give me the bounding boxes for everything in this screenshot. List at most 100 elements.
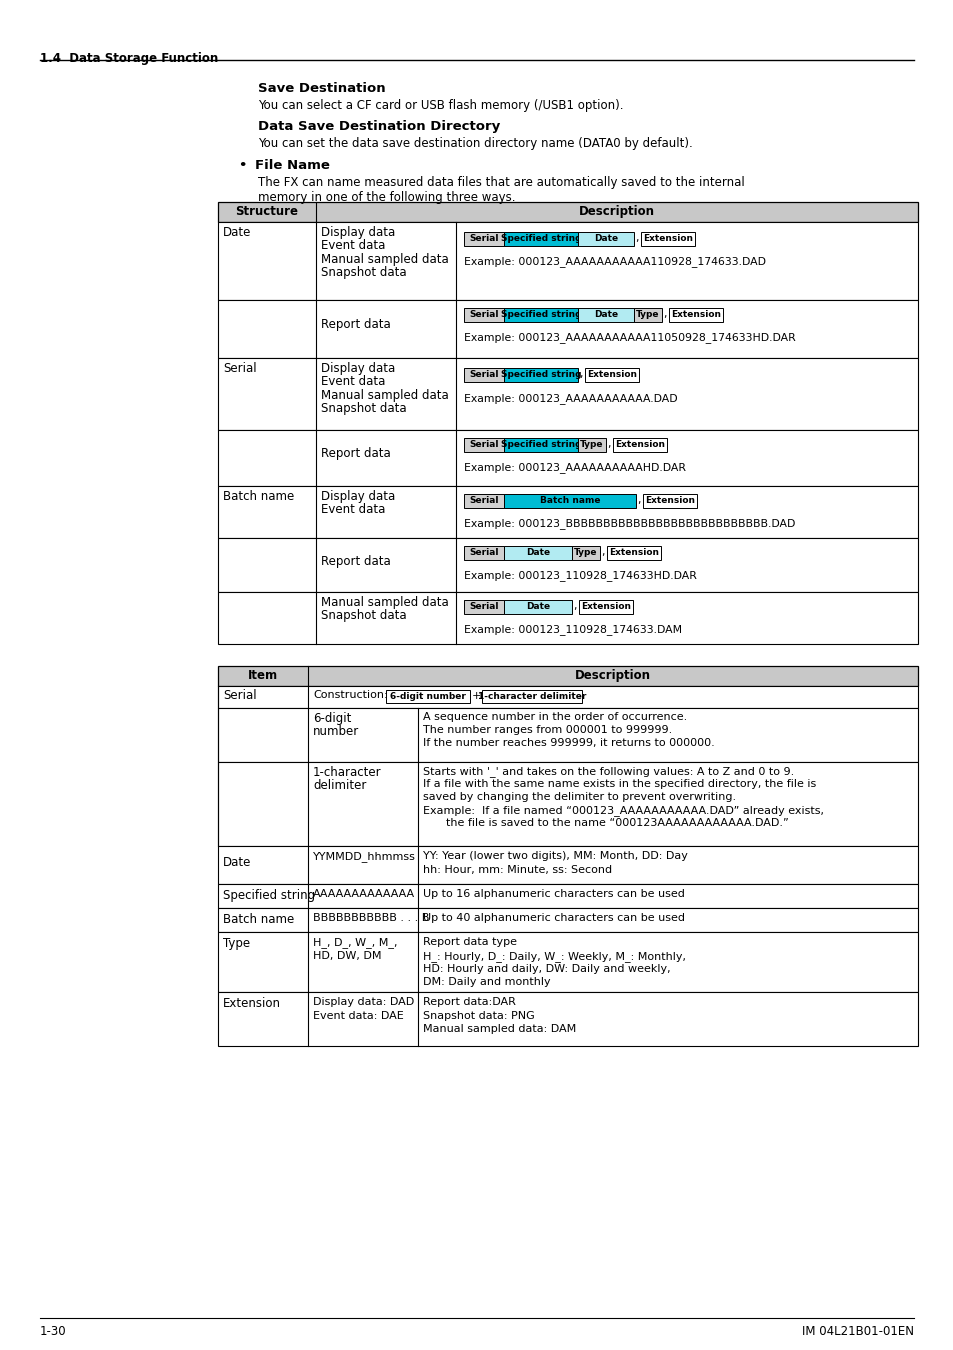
Bar bbox=[463, 437, 503, 452]
Text: Serial: Serial bbox=[469, 548, 498, 558]
Bar bbox=[503, 369, 578, 382]
Text: ,: , bbox=[637, 495, 639, 505]
Text: Event data: Event data bbox=[320, 375, 385, 387]
Bar bbox=[218, 707, 917, 761]
Text: HD: Hourly and daily, DW: Daily and weekly,: HD: Hourly and daily, DW: Daily and week… bbox=[422, 964, 670, 973]
Text: The FX can name measured data files that are automatically saved to the internal: The FX can name measured data files that… bbox=[257, 176, 744, 189]
Text: DM: Daily and monthly: DM: Daily and monthly bbox=[422, 977, 550, 987]
Text: Report data:DAR: Report data:DAR bbox=[422, 998, 516, 1007]
Text: Manual sampled data: Manual sampled data bbox=[320, 595, 448, 609]
Text: Example:  If a file named “000123_AAAAAAAAAAA.DAD” already exists,: Example: If a file named “000123_AAAAAAA… bbox=[422, 805, 823, 815]
Text: Manual sampled data: Manual sampled data bbox=[320, 389, 448, 402]
Bar bbox=[578, 232, 634, 246]
Text: Extension: Extension bbox=[670, 310, 720, 319]
Bar bbox=[634, 308, 661, 323]
Text: Serial: Serial bbox=[469, 310, 498, 319]
Text: Serial: Serial bbox=[469, 602, 498, 612]
Text: Manual sampled data: Manual sampled data bbox=[320, 252, 448, 266]
Text: H_, D_, W_, M_,: H_, D_, W_, M_, bbox=[313, 937, 397, 948]
Text: Batch name: Batch name bbox=[223, 490, 294, 504]
Text: the file is saved to the name “000123AAAAAAAAAAAA.DAD.”: the file is saved to the name “000123AAA… bbox=[446, 818, 788, 828]
Text: number: number bbox=[313, 725, 359, 738]
Text: Specified string: Specified string bbox=[500, 440, 580, 450]
Bar bbox=[642, 494, 697, 508]
Text: H_: Hourly, D_: Daily, W_: Weekly, M_: Monthly,: H_: Hourly, D_: Daily, W_: Weekly, M_: M… bbox=[422, 950, 685, 963]
Text: Type: Type bbox=[223, 937, 250, 950]
Bar bbox=[218, 761, 917, 846]
Bar bbox=[640, 232, 695, 246]
Bar bbox=[218, 431, 917, 486]
Text: Date: Date bbox=[223, 856, 251, 869]
Bar bbox=[463, 369, 503, 382]
Bar bbox=[481, 690, 581, 703]
Bar bbox=[218, 884, 917, 909]
Text: Event data: Event data bbox=[320, 504, 385, 516]
Text: Snapshot data: PNG: Snapshot data: PNG bbox=[422, 1011, 535, 1021]
Bar bbox=[503, 232, 578, 246]
Text: Report data: Report data bbox=[320, 447, 391, 460]
Text: Example: 000123_110928_174633.DAM: Example: 000123_110928_174633.DAM bbox=[463, 624, 681, 634]
Text: Example: 000123_AAAAAAAAAAHD.DAR: Example: 000123_AAAAAAAAAAHD.DAR bbox=[463, 462, 685, 472]
Text: ,: , bbox=[578, 369, 582, 379]
Text: Data Save Destination Directory: Data Save Destination Directory bbox=[257, 120, 499, 134]
Text: ,: , bbox=[635, 234, 638, 243]
Text: 6-digit number: 6-digit number bbox=[390, 693, 465, 701]
Text: Serial: Serial bbox=[469, 370, 498, 379]
Bar bbox=[503, 545, 572, 560]
Bar bbox=[503, 308, 578, 323]
Text: Serial: Serial bbox=[223, 362, 256, 375]
Bar bbox=[503, 599, 572, 614]
Bar bbox=[218, 539, 917, 593]
Text: Serial: Serial bbox=[469, 495, 498, 505]
Text: Extension: Extension bbox=[608, 548, 659, 558]
Text: YY: Year (lower two digits), MM: Month, DD: Day: YY: Year (lower two digits), MM: Month, … bbox=[422, 850, 687, 861]
Text: Structure: Structure bbox=[235, 205, 298, 217]
Bar bbox=[463, 494, 503, 508]
Text: Display data: Display data bbox=[320, 225, 395, 239]
Bar bbox=[503, 494, 636, 508]
Text: saved by changing the delimiter to prevent overwriting.: saved by changing the delimiter to preve… bbox=[422, 792, 736, 802]
Text: Example: 000123_110928_174633HD.DAR: Example: 000123_110928_174633HD.DAR bbox=[463, 570, 696, 580]
Bar bbox=[218, 931, 917, 992]
Text: Type: Type bbox=[579, 440, 603, 450]
Text: A sequence number in the order of occurrence.: A sequence number in the order of occurr… bbox=[422, 711, 686, 722]
Text: Event data: DAE: Event data: DAE bbox=[313, 1011, 403, 1021]
Text: Starts with '_' and takes on the following values: A to Z and 0 to 9.: Starts with '_' and takes on the followi… bbox=[422, 765, 794, 776]
Bar bbox=[218, 486, 917, 539]
Bar bbox=[572, 545, 599, 560]
Text: Serial: Serial bbox=[469, 440, 498, 450]
Bar bbox=[386, 690, 470, 703]
Text: Example: 000123_AAAAAAAAAAA110928_174633.DAD: Example: 000123_AAAAAAAAAAA110928_174633… bbox=[463, 256, 765, 267]
Text: If the number reaches 999999, it returns to 000000.: If the number reaches 999999, it returns… bbox=[422, 738, 714, 748]
Text: HD, DW, DM: HD, DW, DM bbox=[313, 950, 381, 961]
Bar bbox=[503, 437, 578, 452]
Text: ,: , bbox=[573, 601, 576, 612]
Bar bbox=[578, 599, 633, 614]
Text: Date: Date bbox=[594, 310, 618, 319]
Text: 1-character: 1-character bbox=[313, 765, 381, 779]
Text: Serial: Serial bbox=[223, 688, 256, 702]
Text: Extension: Extension bbox=[580, 602, 630, 612]
Bar bbox=[218, 593, 917, 644]
Text: hh: Hour, mm: Minute, ss: Second: hh: Hour, mm: Minute, ss: Second bbox=[422, 865, 612, 875]
Text: 1.4  Data Storage Function: 1.4 Data Storage Function bbox=[40, 53, 218, 65]
Text: •: • bbox=[237, 159, 246, 171]
Text: Example: 000123_AAAAAAAAAAA11050928_174633HD.DAR: Example: 000123_AAAAAAAAAAA11050928_1746… bbox=[463, 332, 795, 343]
Text: memory in one of the following three ways.: memory in one of the following three way… bbox=[257, 190, 515, 204]
Bar bbox=[613, 437, 666, 452]
Text: 1-character delimiter: 1-character delimiter bbox=[477, 693, 585, 701]
Bar bbox=[606, 545, 660, 560]
Text: AAAAAAAAAAAAA: AAAAAAAAAAAAA bbox=[313, 890, 415, 899]
Text: Specified string: Specified string bbox=[500, 234, 580, 243]
Bar bbox=[578, 437, 605, 452]
Bar bbox=[218, 358, 917, 431]
Text: BBBBBBBBBBB . . . B: BBBBBBBBBBB . . . B bbox=[313, 913, 429, 923]
Text: 6-digit: 6-digit bbox=[313, 711, 351, 725]
Text: Display data: Display data bbox=[320, 362, 395, 375]
Text: Up to 40 alphanumeric characters can be used: Up to 40 alphanumeric characters can be … bbox=[422, 913, 684, 923]
Text: Snapshot data: Snapshot data bbox=[320, 266, 406, 279]
Text: Type: Type bbox=[574, 548, 598, 558]
Bar bbox=[218, 846, 917, 884]
Text: Date: Date bbox=[223, 225, 251, 239]
Text: Specified string: Specified string bbox=[500, 310, 580, 319]
